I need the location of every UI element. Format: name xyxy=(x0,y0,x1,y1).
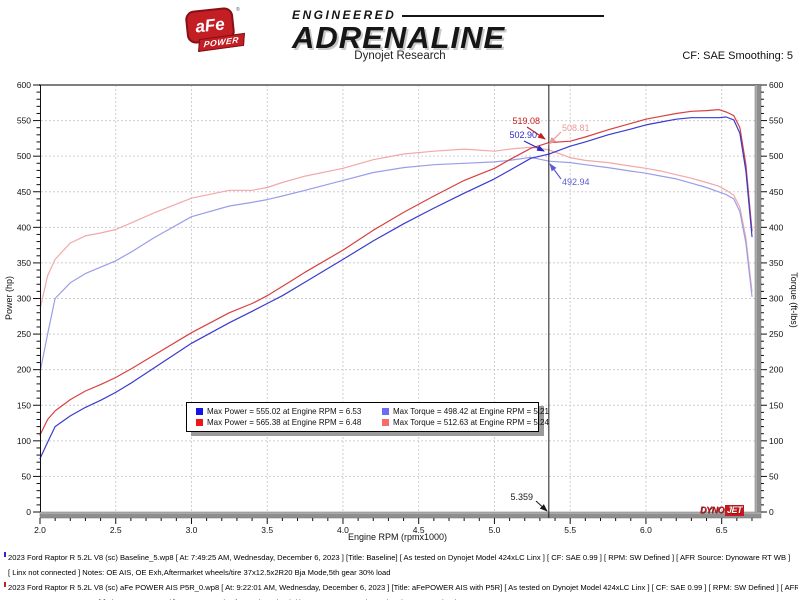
legend-label: Max Torque = 512.63 at Engine RPM = 5.24 xyxy=(393,418,549,427)
y-axis-title: Power (hp) xyxy=(4,276,14,320)
run2-marker-icon xyxy=(4,582,6,587)
x-axis-bar xyxy=(39,511,762,519)
annotation-arrow-3 xyxy=(549,163,562,180)
afe-power-logo: aFe ® POWER xyxy=(184,6,246,53)
y2-tick-label: 500 xyxy=(769,151,783,161)
legend-box: Max Power = 555.02 at Engine RPM = 6.53 … xyxy=(186,402,549,432)
adrenaline-text: ADRENALINE xyxy=(292,20,506,55)
y2-tick-label: 600 xyxy=(769,80,783,90)
legend-item-max-torque-baseline: Max Torque = 498.42 at Engine RPM = 5.21 xyxy=(382,407,549,416)
y2-tick-label: 200 xyxy=(769,365,783,375)
y-tick-label: 350 xyxy=(17,258,31,268)
dynojet-logo-dyno: DYNO xyxy=(700,505,725,515)
y-tick-label: 150 xyxy=(17,400,31,410)
legend-item-max-torque-afe: Max Torque = 512.63 at Engine RPM = 5.24 xyxy=(382,418,549,427)
curve-baseline-torque xyxy=(39,156,753,374)
y2-tick-label: 150 xyxy=(769,400,783,410)
chart-subtitle: Dynojet Research xyxy=(354,50,446,62)
x-tick-label: 6.0 xyxy=(640,525,652,535)
x-tick-label: 5.0 xyxy=(489,525,501,535)
baseline-power-swatch xyxy=(196,408,203,415)
y2-tick-label: 0 xyxy=(769,507,774,517)
y-tick-label: 200 xyxy=(17,365,31,375)
afe-power-swatch xyxy=(196,419,203,426)
x-tick-label: 3.0 xyxy=(186,525,198,535)
baseline-torque-swatch xyxy=(382,408,389,415)
run1-info-line2: [ Linx not connected ] Notes: OE AIS, OE… xyxy=(8,568,391,577)
y-tick-label: 250 xyxy=(17,329,31,339)
afe-torque-swatch xyxy=(382,419,389,426)
annotation-value-3: 492.94 xyxy=(562,177,590,187)
cursor-arrow xyxy=(535,500,548,512)
y-tick-label: 400 xyxy=(17,222,31,232)
curve-afe-torque xyxy=(39,146,753,310)
y-tick-label: 300 xyxy=(17,294,31,304)
y-tick-label: 50 xyxy=(22,471,32,481)
y-tick-label: 0 xyxy=(26,507,31,517)
dynojet-logo: DYNO JET xyxy=(700,505,745,516)
run1-marker-icon xyxy=(4,552,6,557)
annotation-arrow-2 xyxy=(548,131,562,145)
y2-tick-label: 550 xyxy=(769,116,783,126)
smoothing-setting: CF: SAE Smoothing: 5 xyxy=(682,50,793,62)
y2-tick-label: 400 xyxy=(769,222,783,232)
run1-info-line1: 2023 Ford Raptor R 5.2L V8 (sc) Baseline… xyxy=(8,553,791,562)
run2-info-line2: Source: Dynoware RT WB ] [ Linx not conn… xyxy=(4,595,798,600)
dynojet-logo-jet: JET xyxy=(725,505,745,516)
y-tick-label: 550 xyxy=(17,116,31,126)
annotation-value-1: 502.90 xyxy=(509,130,537,140)
x-tick-label: 4.0 xyxy=(337,525,349,535)
legend-label: Max Power = 555.02 at Engine RPM = 6.53 xyxy=(207,407,362,416)
x-tick-label: 5.5 xyxy=(564,525,576,535)
annotation-arrow-0 xyxy=(526,126,546,140)
afe-logo-text: aFe xyxy=(194,14,226,36)
engineered-rule xyxy=(402,14,604,17)
engineered-text: ENGINEERED xyxy=(292,8,397,22)
legend-label: Max Torque = 498.42 at Engine RPM = 5.21 xyxy=(393,407,549,416)
x-tick-label: 2.0 xyxy=(34,525,46,535)
curve-baseline-power xyxy=(39,116,753,460)
x-tick-label: 2.5 xyxy=(110,525,122,535)
brand-lockup: ENGINEERED ADRENALINE xyxy=(292,8,604,53)
run2-info-line1: 2023 Ford Raptor R 5.2L V8 (sc) aFe POWE… xyxy=(8,583,798,592)
y-tick-label: 500 xyxy=(17,151,31,161)
y2-tick-label: 250 xyxy=(769,329,783,339)
annotation-value-0: 519.08 xyxy=(512,116,540,126)
x-tick-label: 6.5 xyxy=(716,525,728,535)
header: aFe ® POWER ENGINEERED ADRENALINE Dynoje… xyxy=(0,0,800,70)
cursor-rpm-label: 5.359 xyxy=(510,492,533,502)
legend-item-max-power-afe: Max Power = 565.38 at Engine RPM = 6.48 xyxy=(196,418,382,427)
run-info-footer: 2023 Ford Raptor R 5.2L V8 (sc) Baseline… xyxy=(4,550,798,600)
y2-tick-label: 450 xyxy=(769,187,783,197)
y2-tick-label: 100 xyxy=(769,436,783,446)
y-tick-label: 600 xyxy=(17,80,31,90)
x-tick-label: 3.5 xyxy=(261,525,273,535)
y2-axis-title: Torque (ft-lbs) xyxy=(789,272,799,328)
curve-afe-power xyxy=(39,108,753,436)
y2-tick-label: 50 xyxy=(769,471,779,481)
annotation-arrow-1 xyxy=(523,140,545,152)
annotation-value-2: 508.81 xyxy=(562,123,590,133)
legend-label: Max Power = 565.38 at Engine RPM = 6.48 xyxy=(207,418,362,427)
x-axis-title: Engine RPM (rpmx1000) xyxy=(348,532,447,542)
y2-tick-label: 300 xyxy=(769,294,783,304)
y-tick-label: 450 xyxy=(17,187,31,197)
y2-tick-label: 350 xyxy=(769,258,783,268)
x-tick-label: 4.5 xyxy=(413,525,425,535)
legend-item-max-power-baseline: Max Power = 555.02 at Engine RPM = 6.53 xyxy=(196,407,382,416)
y-tick-label: 100 xyxy=(17,436,31,446)
registered-mark-icon: ® xyxy=(236,7,240,13)
